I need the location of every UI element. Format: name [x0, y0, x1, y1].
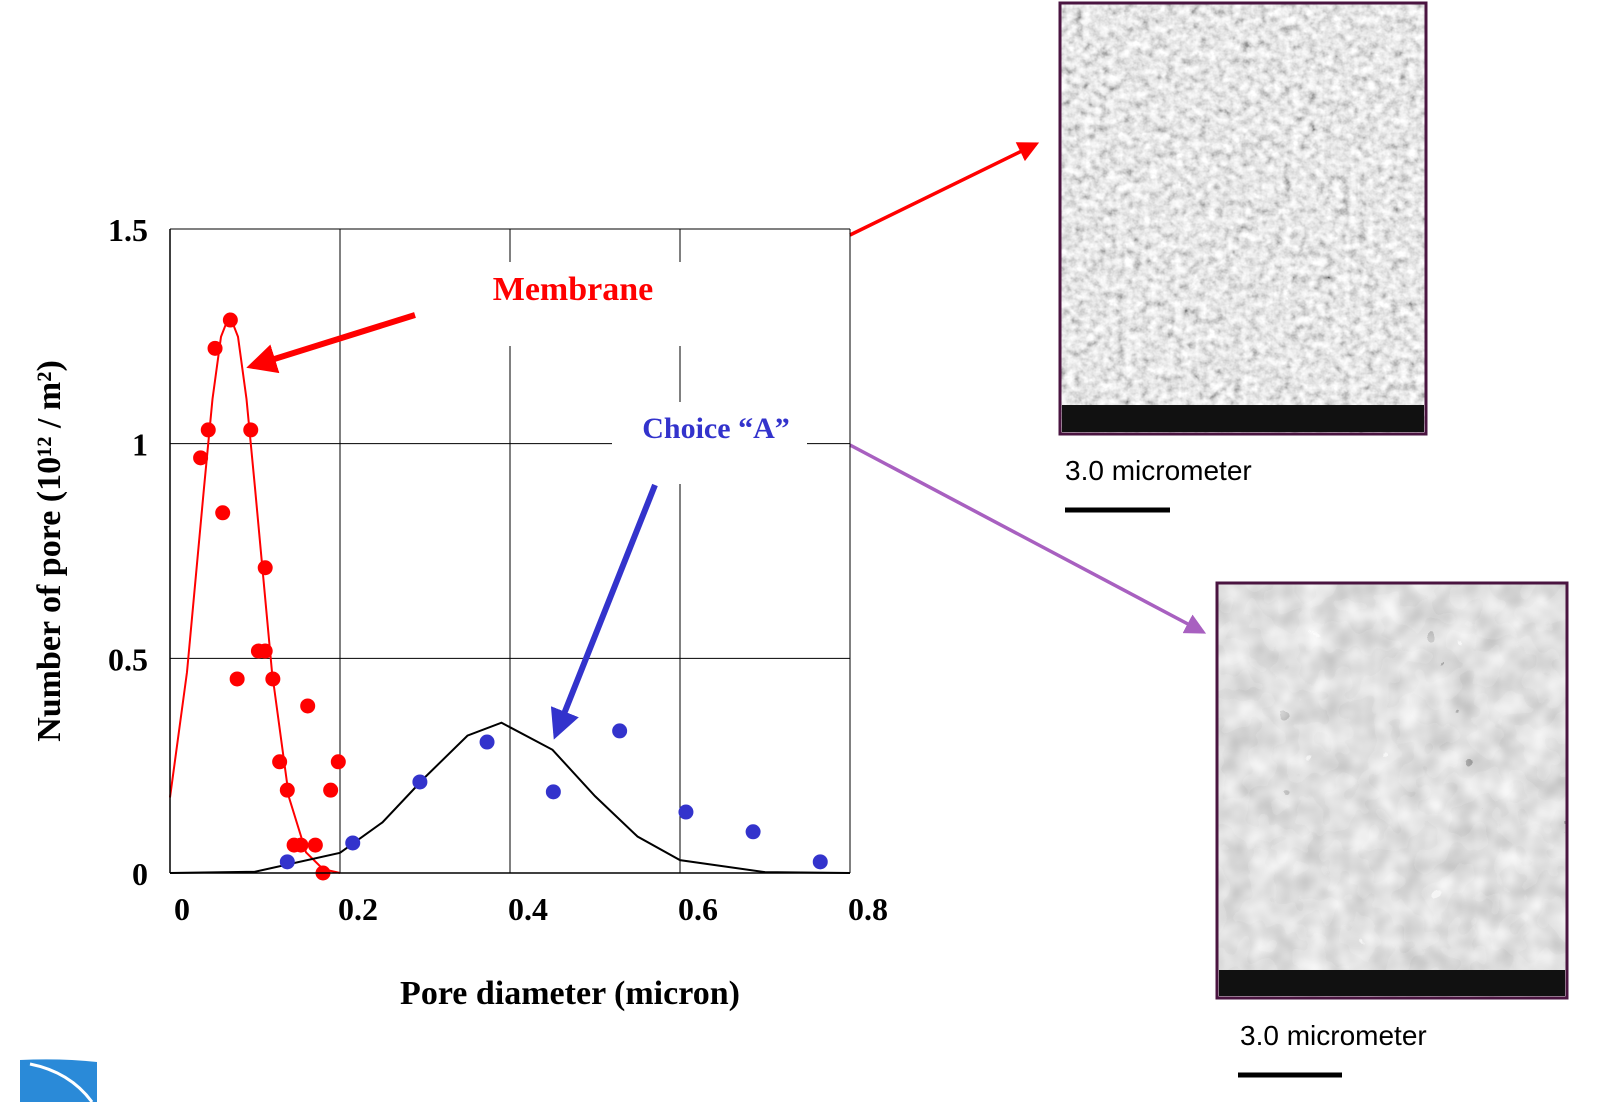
data-point	[272, 754, 287, 769]
data-point	[412, 774, 427, 789]
data-point	[223, 313, 238, 328]
data-point	[215, 505, 230, 520]
data-point	[612, 723, 627, 738]
y-tick-label: 1	[132, 427, 148, 463]
slide: 3.0 micrometer 3.0 micrometer 00.511.500…	[0, 0, 1602, 1102]
annotation: Membrane	[493, 271, 654, 308]
fit-curve	[170, 315, 340, 873]
data-point	[746, 824, 761, 839]
data-point	[201, 422, 216, 437]
micrograph-1	[1060, 3, 1426, 434]
y-tick-label: 0.5	[108, 641, 148, 677]
annotation-arrow	[252, 315, 415, 366]
data-point	[258, 560, 273, 575]
data-point	[193, 450, 208, 465]
annotation-arrow	[556, 485, 655, 734]
data-point	[308, 838, 323, 853]
data-point	[265, 671, 280, 686]
y-tick-label: 0	[132, 856, 148, 892]
data-point	[480, 735, 495, 750]
data-point	[813, 854, 828, 869]
data-point	[678, 805, 693, 820]
x-tick-label: 0.2	[338, 891, 378, 927]
data-point	[300, 698, 315, 713]
image-caption: 3.0 micrometer	[1240, 1020, 1427, 1051]
data-point	[280, 854, 295, 869]
data-point	[258, 644, 273, 659]
data-point	[293, 838, 308, 853]
data-point	[323, 783, 338, 798]
x-tick-label: 0.6	[678, 891, 718, 927]
y-tick-label: 1.5	[108, 212, 148, 248]
micrograph-2	[1217, 583, 1567, 998]
data-point	[243, 422, 258, 437]
x-axis-title: Pore diameter (micron)	[400, 975, 740, 1012]
x-tick-label: 0	[174, 891, 190, 927]
annotation: Choice “A”	[642, 412, 789, 445]
data-point	[345, 835, 360, 850]
x-tick-label: 0.4	[508, 891, 548, 927]
y-axis-title: Number of pore (10¹² / m²)	[31, 360, 68, 742]
data-point	[280, 783, 295, 798]
image-caption: 3.0 micrometer	[1065, 455, 1252, 486]
x-tick-label: 0.8	[848, 891, 888, 927]
data-point	[546, 784, 561, 799]
data-point	[208, 341, 223, 356]
plot: 0 0.5 1 1.5 0 0.2 0.4 0.6 0.8 Membrane Choice “A”	[108, 212, 888, 927]
connector-arrow	[850, 144, 1036, 235]
data-point	[230, 671, 245, 686]
data-point	[331, 754, 346, 769]
